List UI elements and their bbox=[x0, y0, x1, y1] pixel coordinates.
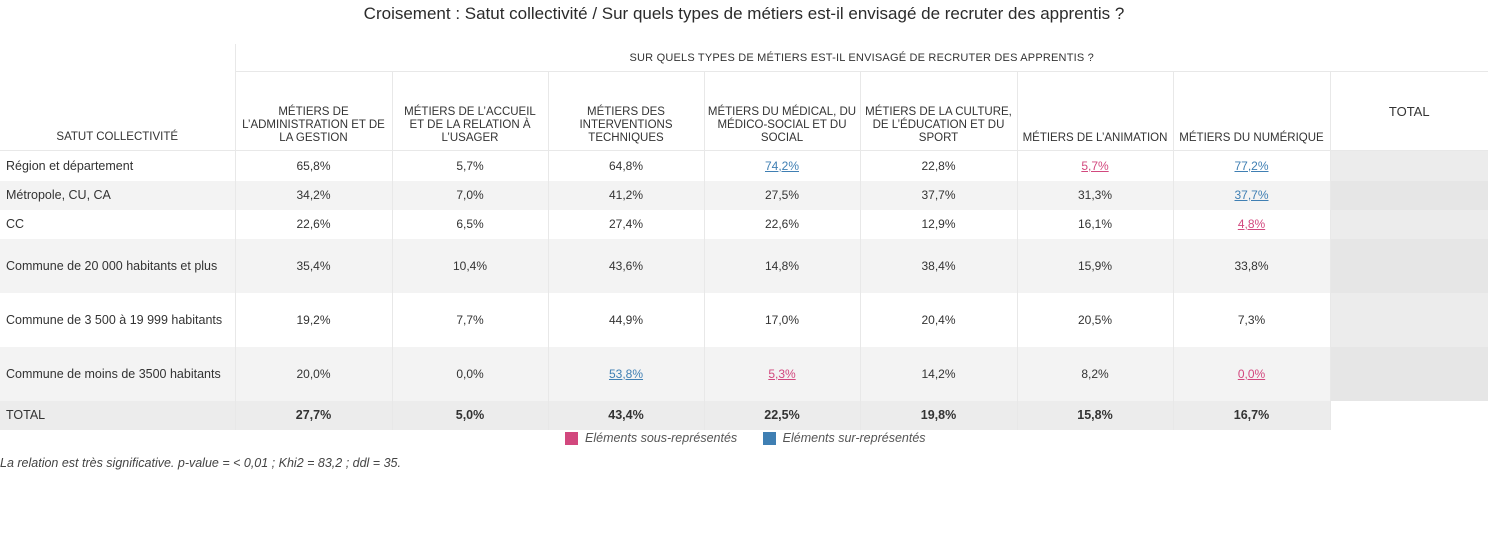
column-header: MÉTIERS DE L’ANIMATION bbox=[1016, 71, 1173, 151]
table-cell: 20,4% bbox=[859, 292, 1017, 347]
column-header: MÉTIERS DES INTERVENTIONS TECHNIQUES bbox=[547, 71, 704, 151]
over-represented-value: 53,8% bbox=[608, 366, 644, 381]
table-cell: 22,6% bbox=[703, 209, 860, 239]
table-cell: 20,0% bbox=[234, 346, 392, 401]
over-represented-value: 74,2% bbox=[764, 158, 800, 173]
table-cell: 7,7% bbox=[391, 292, 548, 347]
table-cell: 5,7% bbox=[1016, 150, 1173, 181]
under-represented-value: 5,7% bbox=[1081, 158, 1109, 173]
row-label: Métropole, CU, CA bbox=[0, 180, 235, 210]
table-cell: 12,9% bbox=[859, 209, 1017, 239]
total-cell bbox=[1329, 150, 1488, 181]
table-cell: 77,2% bbox=[1172, 150, 1330, 181]
table-cell: 17,0% bbox=[703, 292, 860, 347]
legend-swatch-over bbox=[762, 431, 776, 445]
table-cell: 14,2% bbox=[859, 346, 1017, 401]
column-header: MÉTIERS DU NUMÉRIQUE bbox=[1172, 71, 1330, 151]
legend-label-under: Eléments sous-représentés bbox=[585, 431, 738, 445]
row-label: Région et département bbox=[6, 158, 134, 173]
total-row-cell bbox=[1329, 400, 1488, 430]
table-row: CC 22,6% 6,5% 27,4% 22,6% 12,9% 16,1% 4,… bbox=[0, 209, 1488, 239]
table-cell: 27,5% bbox=[703, 180, 860, 210]
table-cell: 20,5% bbox=[1016, 292, 1173, 347]
table-cell: 4,8% bbox=[1172, 209, 1330, 239]
table-cell: 10,4% bbox=[391, 238, 548, 293]
total-row-cell: 43,4% bbox=[547, 400, 704, 430]
table-cell: 7,0% bbox=[391, 180, 548, 210]
significance-note: La relation est très significative. p-va… bbox=[0, 456, 401, 470]
total-row: TOTAL 27,7% 5,0% 43,4% 22,5% 19,8% 15,8%… bbox=[0, 400, 1488, 430]
over-represented-value: 77,2% bbox=[1234, 158, 1269, 173]
total-cell bbox=[1329, 209, 1488, 239]
table-cell: 74,2% bbox=[703, 150, 860, 181]
column-header-total: TOTAL bbox=[1329, 71, 1488, 151]
table-row: Région et département 65,8% 5,7% 64,8% 7… bbox=[0, 150, 1488, 181]
table-cell: 53,8% bbox=[547, 346, 704, 401]
row-label: CC bbox=[6, 217, 25, 231]
table-cell: 65,8% bbox=[234, 150, 392, 181]
row-label: Commune de moins de 3500 habitants bbox=[0, 346, 235, 401]
total-row-cell: 27,7% bbox=[234, 400, 392, 430]
table-cell: 14,8% bbox=[703, 238, 860, 293]
table-cell: 44,9% bbox=[547, 292, 704, 347]
legend: Eléments sous-représentés Eléments sur-r… bbox=[565, 431, 948, 448]
group-header: SUR QUELS TYPES DE MÉTIERS EST-IL ENVISA… bbox=[234, 44, 1488, 72]
table-row: Commune de moins de 3500 habitants 20,0%… bbox=[0, 346, 1488, 401]
table-cell: 31,3% bbox=[1016, 180, 1173, 210]
table-cell: 19,2% bbox=[234, 292, 392, 347]
table-cell: 43,6% bbox=[547, 238, 704, 293]
table-cell: 41,2% bbox=[547, 180, 704, 210]
total-row-cell: 15,8% bbox=[1016, 400, 1173, 430]
table-cell: 0,0% bbox=[391, 346, 548, 401]
table-cell: 64,8% bbox=[547, 150, 704, 181]
page-title: Croisement : Satut collectivité / Sur qu… bbox=[363, 4, 1125, 23]
column-header: MÉTIERS DE L’ACCUEIL ET DE LA RELATION À… bbox=[391, 71, 548, 151]
column-header: MÉTIERS DE LA CULTURE, DE L’ÉDUCATION ET… bbox=[859, 71, 1017, 151]
table-cell: 38,4% bbox=[859, 238, 1017, 293]
crosstab-table: SUR QUELS TYPES DE MÉTIERS EST-IL ENVISA… bbox=[0, 44, 1488, 430]
legend-item-under: Eléments sous-représentés bbox=[565, 431, 737, 445]
table-cell: 35,4% bbox=[234, 238, 392, 293]
table-cell: 15,9% bbox=[1016, 238, 1173, 293]
total-cell bbox=[1329, 180, 1488, 210]
legend-item-over: Eléments sur-représentés bbox=[762, 431, 926, 445]
row-label: Commune de 20 000 habitants et plus bbox=[0, 238, 235, 293]
table-row: Métropole, CU, CA 34,2% 7,0% 41,2% 27,5%… bbox=[0, 180, 1488, 210]
table-cell: 22,6% bbox=[234, 209, 392, 239]
table-cell: 8,2% bbox=[1016, 346, 1173, 401]
row-label: Commune de 3 500 à 19 999 habitants bbox=[6, 312, 223, 327]
table-row: Commune de 20 000 habitants et plus 35,4… bbox=[0, 238, 1488, 293]
table-cell: 5,3% bbox=[703, 346, 860, 401]
table-cell: 22,8% bbox=[859, 150, 1017, 181]
total-cell bbox=[1329, 346, 1488, 401]
total-cell bbox=[1329, 238, 1488, 293]
corner-cell bbox=[0, 44, 235, 72]
column-header: MÉTIERS DU MÉDICAL, DU MÉDICO-SOCIAL ET … bbox=[703, 71, 860, 151]
table-cell: 16,1% bbox=[1016, 209, 1173, 239]
total-cell bbox=[1329, 292, 1488, 347]
table-cell: 27,4% bbox=[547, 209, 704, 239]
total-row-cell: 19,8% bbox=[859, 400, 1017, 430]
table-cell: 5,7% bbox=[391, 150, 548, 181]
table-cell: 37,7% bbox=[859, 180, 1017, 210]
under-represented-value: 5,3% bbox=[768, 366, 796, 381]
legend-label-over: Eléments sur-représentés bbox=[782, 431, 926, 445]
over-represented-value: 37,7% bbox=[1234, 188, 1269, 202]
total-row-cell: 22,5% bbox=[703, 400, 860, 430]
table-cell: 6,5% bbox=[391, 209, 548, 239]
table-cell: 34,2% bbox=[234, 180, 392, 210]
legend-swatch-under bbox=[565, 431, 578, 445]
under-represented-value: 0,0% bbox=[1237, 366, 1266, 381]
column-header: MÉTIERS DE L’ADMINISTRATION ET DE LA GES… bbox=[234, 71, 392, 151]
table-cell: 7,3% bbox=[1172, 292, 1330, 347]
table-row: Commune de 3 500 à 19 999 habitants 19,2… bbox=[0, 292, 1488, 347]
total-row-label: TOTAL bbox=[0, 400, 235, 430]
total-row-cell: 16,7% bbox=[1172, 400, 1330, 430]
row-header-title: SATUT COLLECTIVITÉ bbox=[0, 71, 235, 151]
total-row-cell: 5,0% bbox=[391, 400, 548, 430]
under-represented-value: 4,8% bbox=[1237, 217, 1266, 231]
table-cell: 33,8% bbox=[1172, 238, 1330, 293]
table-cell: 0,0% bbox=[1172, 346, 1330, 401]
table-cell: 37,7% bbox=[1172, 180, 1330, 210]
